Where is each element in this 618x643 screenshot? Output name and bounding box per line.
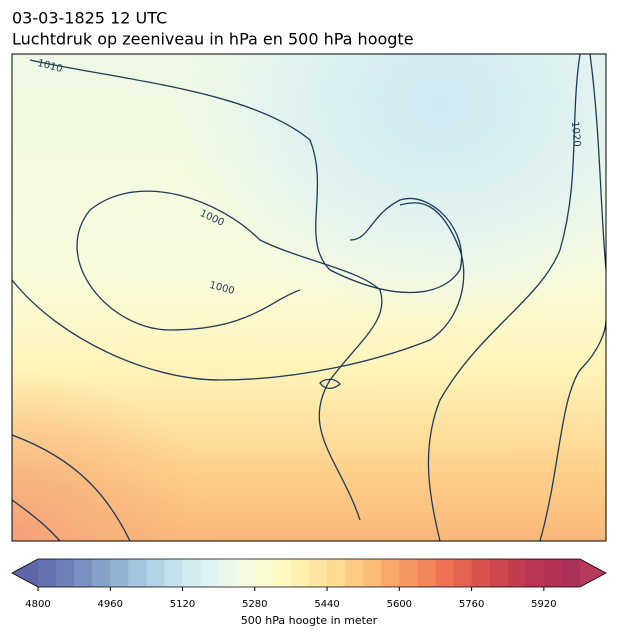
colorbar: 4800 4960 5120 5280 5440 5600 5760 5920 bbox=[11, 558, 607, 610]
height-field-warm bbox=[12, 54, 606, 541]
colorbar-segment bbox=[399, 559, 418, 587]
colorbar-extend-low bbox=[12, 559, 38, 587]
colorbar-segment bbox=[507, 559, 527, 587]
colorbar-segment bbox=[453, 559, 473, 587]
isobar bbox=[319, 378, 341, 390]
colorbar-tick-label: 4800 bbox=[25, 599, 50, 610]
contour-label: 1020 bbox=[569, 121, 582, 147]
colorbar-segment bbox=[236, 559, 256, 587]
colorbar-segment bbox=[489, 559, 509, 587]
colorbar-segment bbox=[74, 559, 93, 587]
colorbar-segment bbox=[309, 559, 328, 587]
colorbar-segment bbox=[435, 559, 455, 587]
colorbar-segment bbox=[363, 559, 382, 587]
colorbar-tick-label: 4960 bbox=[98, 599, 123, 610]
colorbar-tick-label: 5120 bbox=[170, 599, 195, 610]
colorbar-tick-label: 5280 bbox=[242, 599, 267, 610]
colorbar-segment bbox=[200, 559, 220, 587]
colorbar-segment bbox=[290, 559, 310, 587]
colorbar-extend-high bbox=[580, 559, 606, 587]
isobar bbox=[12, 202, 465, 381]
isobar bbox=[12, 499, 61, 541]
colorbar-segment bbox=[525, 559, 545, 587]
colorbar-tick-label: 5600 bbox=[387, 599, 412, 610]
colorbar-tick-label: 5920 bbox=[531, 599, 556, 610]
colorbar-segment bbox=[128, 559, 147, 587]
colorbar-tick-label: 5760 bbox=[459, 599, 484, 610]
colorbar-segment bbox=[345, 559, 364, 587]
colorbar-tick-label: 5440 bbox=[314, 599, 339, 610]
map-frame bbox=[11, 53, 607, 542]
colorbar-segment bbox=[218, 559, 238, 587]
isobars bbox=[12, 54, 606, 541]
isobar bbox=[12, 434, 131, 541]
title: 03-03-1825 12 UTC bbox=[12, 9, 167, 28]
isobar bbox=[29, 59, 463, 294]
colorbar-segment bbox=[561, 559, 581, 587]
subtitle: Luchtdruk op zeeniveau in hPa en 500 hPa… bbox=[12, 30, 414, 49]
colorbar-segment bbox=[272, 559, 292, 587]
map bbox=[12, 54, 606, 541]
colorbar-segment bbox=[110, 559, 129, 587]
isobar bbox=[539, 319, 606, 541]
colorbar-segment bbox=[327, 559, 346, 587]
colorbar-segment bbox=[56, 559, 75, 587]
colorbar-segment bbox=[164, 559, 184, 587]
colorbar-segment bbox=[254, 559, 274, 587]
isobar bbox=[427, 54, 581, 541]
isobar bbox=[76, 190, 383, 521]
isobar bbox=[589, 54, 606, 271]
colorbar-segment bbox=[146, 559, 165, 587]
colorbar-segment bbox=[182, 559, 202, 587]
colorbar-segment bbox=[92, 559, 111, 587]
colorbar-label: 500 hPa hoogte in meter bbox=[241, 614, 378, 627]
colorbar-segment bbox=[38, 559, 57, 587]
colorbar-segment bbox=[417, 559, 436, 587]
colorbar-segment bbox=[471, 559, 491, 587]
colorbar-segment bbox=[381, 559, 400, 587]
colorbar-segment bbox=[543, 559, 563, 587]
